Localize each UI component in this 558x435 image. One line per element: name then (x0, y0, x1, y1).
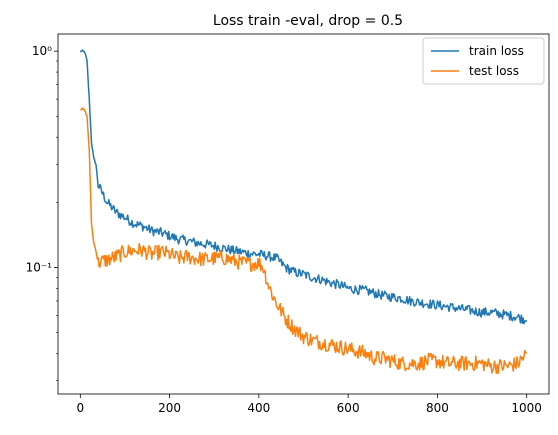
y-tick-label: 10⁻¹ (26, 260, 53, 274)
series-line-train-loss (79, 49, 528, 325)
x-tick-label: 800 (426, 401, 449, 415)
chart-title: Loss train -eval, drop = 0.5 (213, 13, 403, 29)
axes-frame (57, 33, 550, 395)
x-tick-label: 400 (247, 401, 270, 415)
series-line-test-loss (80, 107, 528, 375)
y-tick-label: 10⁰ (32, 44, 52, 58)
x-tick-label: 600 (337, 401, 360, 415)
plot-area: 0 200 400 600 800 1000 10⁰ 10⁻¹ train loss test l… (26, 33, 550, 415)
legend-box (422, 37, 545, 85)
x-tick-label: 200 (158, 401, 181, 415)
legend-label-test-loss: test loss (469, 64, 519, 78)
legend-label-train-loss: train loss (469, 44, 524, 58)
x-tick-label: 0 (76, 401, 84, 415)
x-tick-label: 1000 (511, 401, 542, 415)
